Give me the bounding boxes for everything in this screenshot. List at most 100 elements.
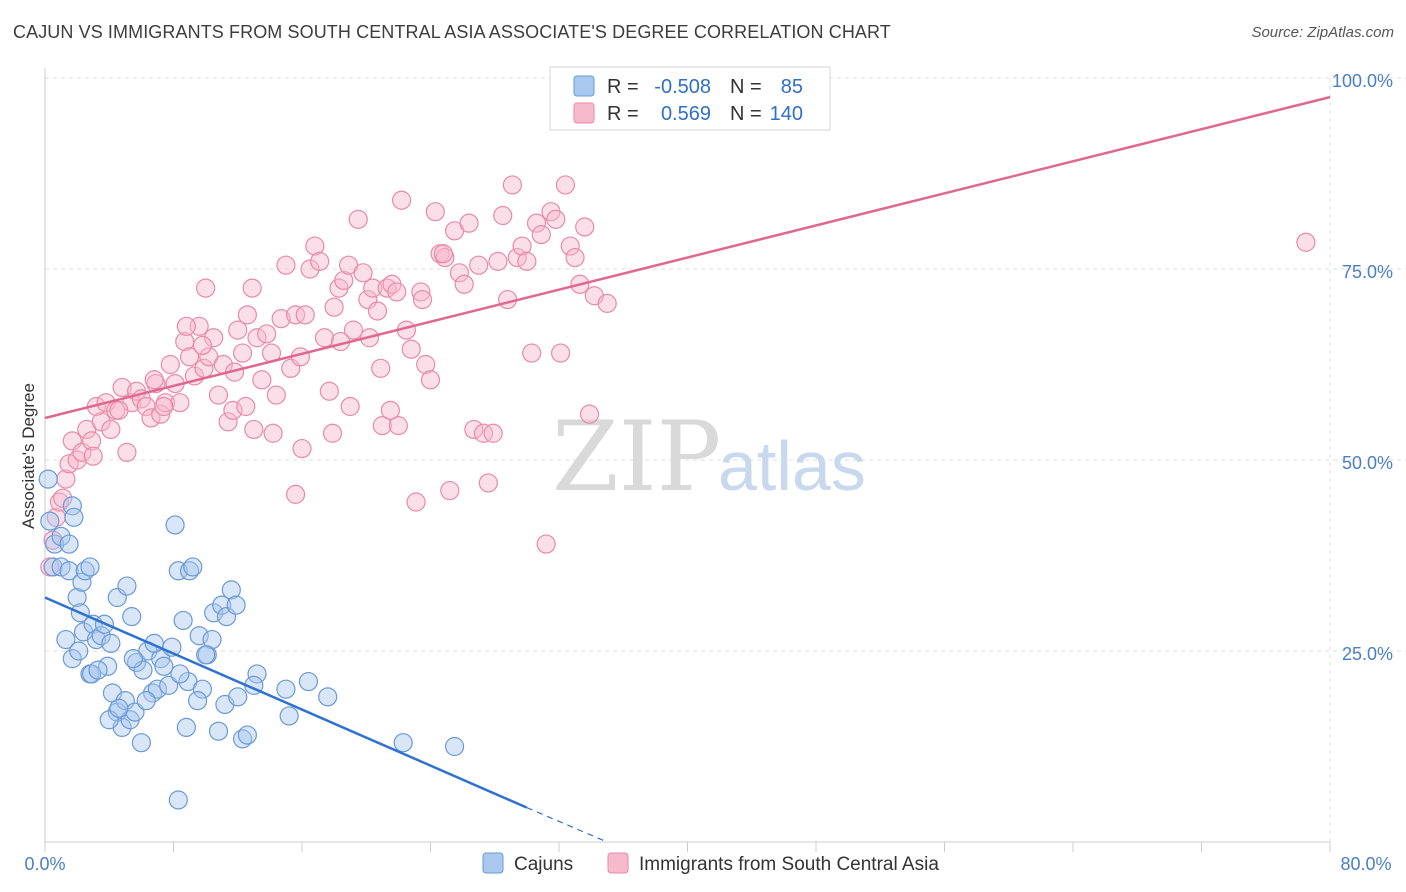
immigrants-point-96 [493, 205, 513, 226]
cajuns-point-63 [170, 664, 190, 684]
cajuns-point-51 [173, 610, 193, 631]
cajuns-point-6 [59, 561, 79, 581]
immigrants-point-138 [412, 289, 433, 310]
cajuns-point-16 [62, 649, 82, 669]
cajuns-point-25 [101, 633, 121, 653]
cajuns-point-38 [159, 675, 179, 695]
immigrants-point-123 [176, 316, 196, 336]
immigrants-point-11 [81, 431, 102, 451]
immigrants-point-108 [551, 343, 571, 363]
series-legend: Cajuns Immigrants from South Central Asi… [482, 852, 939, 875]
immigrants-point-137 [380, 400, 400, 420]
immigrants-point-116 [597, 293, 617, 313]
immigrants-point-134 [236, 396, 256, 417]
cajuns-point-65 [196, 645, 216, 665]
immigrants-point-111 [565, 247, 585, 268]
immigrants-point-23 [141, 408, 161, 428]
immigrants-point-113 [575, 217, 595, 237]
cajuns-point-56 [204, 603, 224, 623]
immigrants-point-93 [478, 473, 498, 493]
cajuns-point-57 [212, 595, 232, 615]
immigrants-point-41 [228, 320, 248, 340]
trend-line-cajuns-extension [526, 807, 608, 843]
legend-r-value-2: 0.569 [661, 103, 711, 125]
immigrants-point-36 [204, 328, 224, 348]
immigrants-point-31 [179, 347, 200, 367]
cajuns-point-68 [247, 664, 267, 684]
cajuns-point-12 [72, 572, 92, 592]
immigrants-point-63 [334, 270, 354, 291]
immigrants-point-120 [83, 446, 103, 466]
immigrants-point-107 [546, 209, 566, 229]
immigrants-point-79 [411, 282, 431, 302]
chart-title: CAJUN VS IMMIGRANTS FROM SOUTH CENTRAL A… [13, 22, 891, 42]
immigrants-point-100 [512, 236, 532, 256]
y-tick-label-100: 100.0% [1332, 71, 1393, 91]
cajuns-point-64 [192, 679, 213, 699]
immigrants-point-105 [536, 534, 556, 554]
watermark: ZIP atlas [552, 401, 866, 513]
bottom-legend-label-immigrants: Immigrants from South Central Asia [639, 854, 939, 875]
y-tick-label-75: 75.0% [1342, 262, 1393, 282]
immigrants-point-87 [449, 263, 470, 283]
immigrants-point-13 [91, 412, 111, 432]
cajuns-point-10 [67, 587, 87, 608]
cajuns-point-60 [226, 595, 246, 615]
immigrants-point-121 [109, 400, 129, 420]
legend-n-label-1: N = [730, 76, 762, 98]
immigrants-point-98 [502, 175, 523, 195]
immigrants-point-71 [372, 416, 392, 436]
immigrants-point-118 [196, 278, 216, 298]
immigrants-point-18 [117, 442, 137, 462]
immigrants-point-55 [295, 305, 315, 325]
immigrants-point-27 [160, 354, 180, 375]
immigrants-point-29 [170, 393, 190, 413]
cajuns-point-83 [123, 649, 143, 669]
immigrants-point-51 [276, 255, 296, 275]
immigrants-point-58 [310, 251, 330, 271]
x-tick-label-max: 80.0% [1340, 854, 1391, 874]
immigrants-point-88 [454, 274, 474, 294]
legend-n-label-2: N = [730, 103, 762, 125]
immigrants-point-119 [144, 370, 164, 390]
cajuns-point-79 [168, 790, 188, 810]
source-label: Source: ZipAtlas.com [1251, 24, 1394, 41]
cajuns-point-2 [43, 557, 63, 577]
cajuns-point-37 [154, 656, 174, 676]
immigrants-point-77 [401, 339, 421, 359]
immigrants-point-82 [425, 202, 445, 222]
legend-n-value-1: 85 [781, 76, 803, 98]
stats-legend-box [549, 66, 831, 131]
bottom-legend-label-cajuns: Cajuns [514, 854, 573, 875]
immigrants-point-80 [416, 354, 436, 375]
legend-swatch-cajuns [573, 75, 595, 97]
immigrants-point-128 [322, 423, 343, 443]
cajuns-point-4 [51, 526, 71, 547]
immigrants-point-97 [498, 289, 518, 310]
immigrants-point-126 [263, 423, 283, 443]
immigrants-point-59 [314, 328, 335, 348]
immigrants-point-81 [420, 370, 441, 390]
cajuns-point-24 [98, 656, 118, 676]
cajuns-point-66 [187, 691, 208, 711]
cajuns-point-78 [444, 736, 465, 757]
bottom-legend-swatch-immigrants [607, 852, 629, 874]
cajuns-point-50 [168, 561, 188, 581]
immigrants-point-49 [266, 385, 286, 405]
trend-line-immigrants [44, 95, 1331, 420]
immigrants-point-85 [440, 480, 460, 501]
cajuns-point-77 [393, 733, 413, 753]
cajuns-point-69 [276, 679, 296, 699]
cajuns-point-53 [183, 557, 203, 577]
bottom-legend-swatch-cajuns [482, 852, 504, 874]
immigrants-point-114 [579, 404, 600, 424]
cajuns-point-70 [279, 706, 299, 726]
cajuns-point-76 [237, 725, 257, 745]
y-tick-label-50: 50.0% [1342, 453, 1393, 473]
immigrants-point-61 [324, 297, 344, 317]
immigrants-point-91 [469, 255, 489, 275]
immigrants-point-46 [252, 370, 272, 390]
immigrants-point-47 [257, 324, 277, 344]
y-axis-label: Associate's Degree [19, 383, 38, 529]
